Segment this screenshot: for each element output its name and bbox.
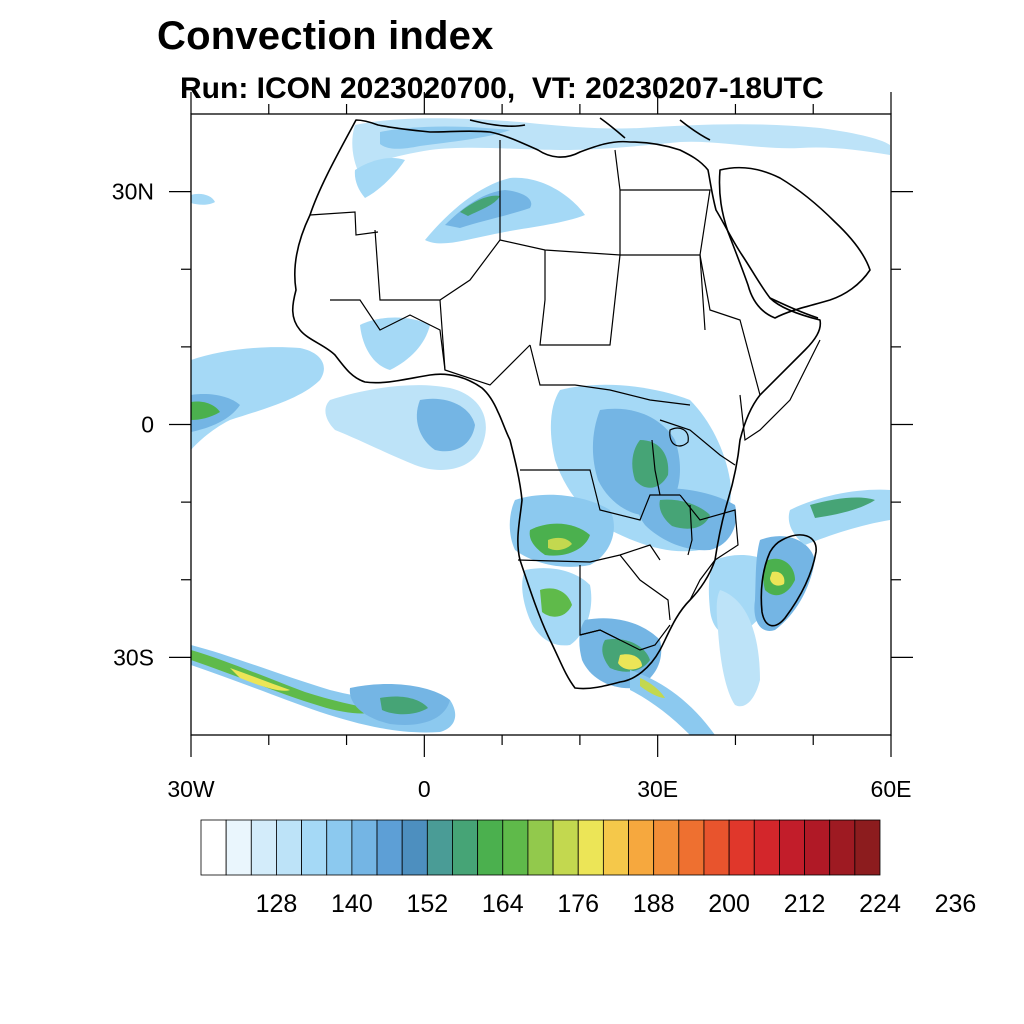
- colorbar: [200, 819, 881, 876]
- shade-region-namibia-green: [540, 588, 572, 617]
- border-chad-sudan: [539, 250, 706, 346]
- colorbar-label: 152: [406, 890, 448, 918]
- colorbar-swatch: [527, 819, 554, 876]
- border-kenya-somalia: [739, 339, 821, 442]
- border-mozambique: [679, 494, 739, 601]
- colorbar-swatch: [326, 819, 353, 876]
- shade-region-atlantic-itcz: [191, 347, 324, 450]
- shade-region-west-africa-coast: [360, 317, 430, 370]
- colorbar-swatch: [753, 819, 780, 876]
- colorbar-swatch: [552, 819, 579, 876]
- lat-tick-label: 30N: [112, 179, 154, 205]
- border-tanzania-kenya: [659, 419, 736, 466]
- axis-ticks: [169, 92, 913, 757]
- colorbar-label: 224: [859, 890, 901, 918]
- colorbar-swatch: [602, 819, 629, 876]
- border-lake-tanganyika: [651, 439, 661, 496]
- shade-region-sahara-green: [460, 195, 500, 216]
- shade-region-madagascar-yellow: [770, 571, 785, 586]
- border-nigeria: [439, 299, 531, 386]
- colorbar-swatch: [376, 819, 403, 876]
- colorbar-labels: 128 140 152 164 176 188 200 212 224 236: [256, 890, 977, 918]
- shade-region-gulf-guinea-core: [416, 398, 475, 452]
- colorbar-label: 140: [331, 890, 373, 918]
- iberia-italy-coast: [469, 117, 711, 141]
- lon-tick-label: 30W: [167, 776, 215, 802]
- shade-region-maghreb: [354, 158, 405, 198]
- coastlines: [291, 117, 871, 690]
- colorbar-swatch: [779, 819, 805, 876]
- lon-tick-label: 30E: [637, 776, 678, 802]
- shade-region-canary-patch: [191, 193, 215, 205]
- shade-region-indian-ocean: [788, 489, 890, 545]
- colorbar-swatch: [276, 819, 302, 876]
- colorbar-swatch: [426, 819, 453, 876]
- colorbar-swatch: [628, 819, 655, 876]
- lon-tick-label: 60E: [871, 776, 912, 802]
- colorbar-label: 236: [935, 890, 977, 918]
- convection-shading: [191, 118, 890, 735]
- shade-region-zambia-green: [659, 499, 710, 529]
- colorbar-label: 188: [633, 890, 675, 918]
- shade-region-indian-ocean-green: [810, 497, 875, 518]
- colorbar-swatch: [804, 819, 831, 876]
- africa-coastline: [291, 119, 822, 690]
- colorbar-label: 200: [708, 890, 750, 918]
- colorbar-label: 128: [256, 890, 298, 918]
- axis-tick-labels: 30N 0 30S 30W 0 30E 60E: [112, 179, 912, 802]
- lon-tick-label: 0: [418, 776, 431, 802]
- colorbar-swatch: [703, 819, 730, 876]
- border-drc-angola: [520, 469, 680, 521]
- border-algeria-libya: [499, 140, 621, 256]
- colorbar-swatch: [401, 819, 428, 876]
- country-borders: [309, 140, 821, 651]
- colorbar-swatch: [250, 819, 277, 876]
- border-lake-malawi: [687, 504, 693, 556]
- colorbar-swatch: [728, 819, 755, 876]
- colorbar-swatch: [829, 819, 856, 876]
- colorbar-swatch: [577, 819, 604, 876]
- arabia-coastline: [718, 166, 871, 319]
- colorbar-swatch: [477, 819, 504, 876]
- lat-tick-label: 30S: [113, 644, 154, 670]
- shade-region-sahara-core: [445, 190, 532, 228]
- border-egypt: [620, 189, 711, 256]
- shade-region-east-indian: [716, 590, 760, 707]
- madagascar-coastline: [760, 534, 817, 627]
- border-south-africa: [579, 624, 671, 651]
- gulf-aden: [769, 297, 819, 319]
- border-sudan-ethiopia: [699, 254, 761, 396]
- colorbar-swatch: [678, 819, 705, 876]
- colorbar-swatch: [351, 819, 378, 876]
- shade-region-south-africa-yellow: [618, 654, 642, 670]
- colorbar-label: 164: [482, 890, 524, 918]
- colorbar-swatch: [452, 819, 479, 876]
- colorbar-swatch: [653, 819, 680, 876]
- shade-region-south-atlantic-blob-green: [380, 696, 428, 715]
- colorbar-swatch: [200, 819, 227, 876]
- colorbar-swatch: [854, 819, 881, 876]
- shade-region-agulhas-yellow: [640, 678, 665, 698]
- shade-region-congo-green: [632, 440, 669, 488]
- border-west-africa: [330, 299, 446, 371]
- border-mauritania: [309, 211, 379, 236]
- border-car-drc: [529, 344, 691, 406]
- shade-region-angola-yellow: [548, 537, 572, 551]
- border-botswana-zim: [619, 554, 671, 621]
- colorbar-swatch: [225, 819, 252, 876]
- colorbar-swatch: [301, 819, 328, 876]
- colorbar-swatch: [502, 819, 529, 876]
- colorbar-label: 176: [557, 890, 599, 918]
- shade-region-atlantic-green: [191, 401, 220, 420]
- lat-tick-label: 0: [141, 412, 154, 438]
- map-title: Convection index: [157, 14, 494, 58]
- map-subtitle: Run: ICON 2023020700, VT: 20230207-18UTC: [180, 72, 824, 105]
- colorbar-label: 212: [784, 890, 826, 918]
- border-lake-victoria: [669, 427, 689, 447]
- shade-region-south-atlantic-front-yellow: [230, 668, 290, 691]
